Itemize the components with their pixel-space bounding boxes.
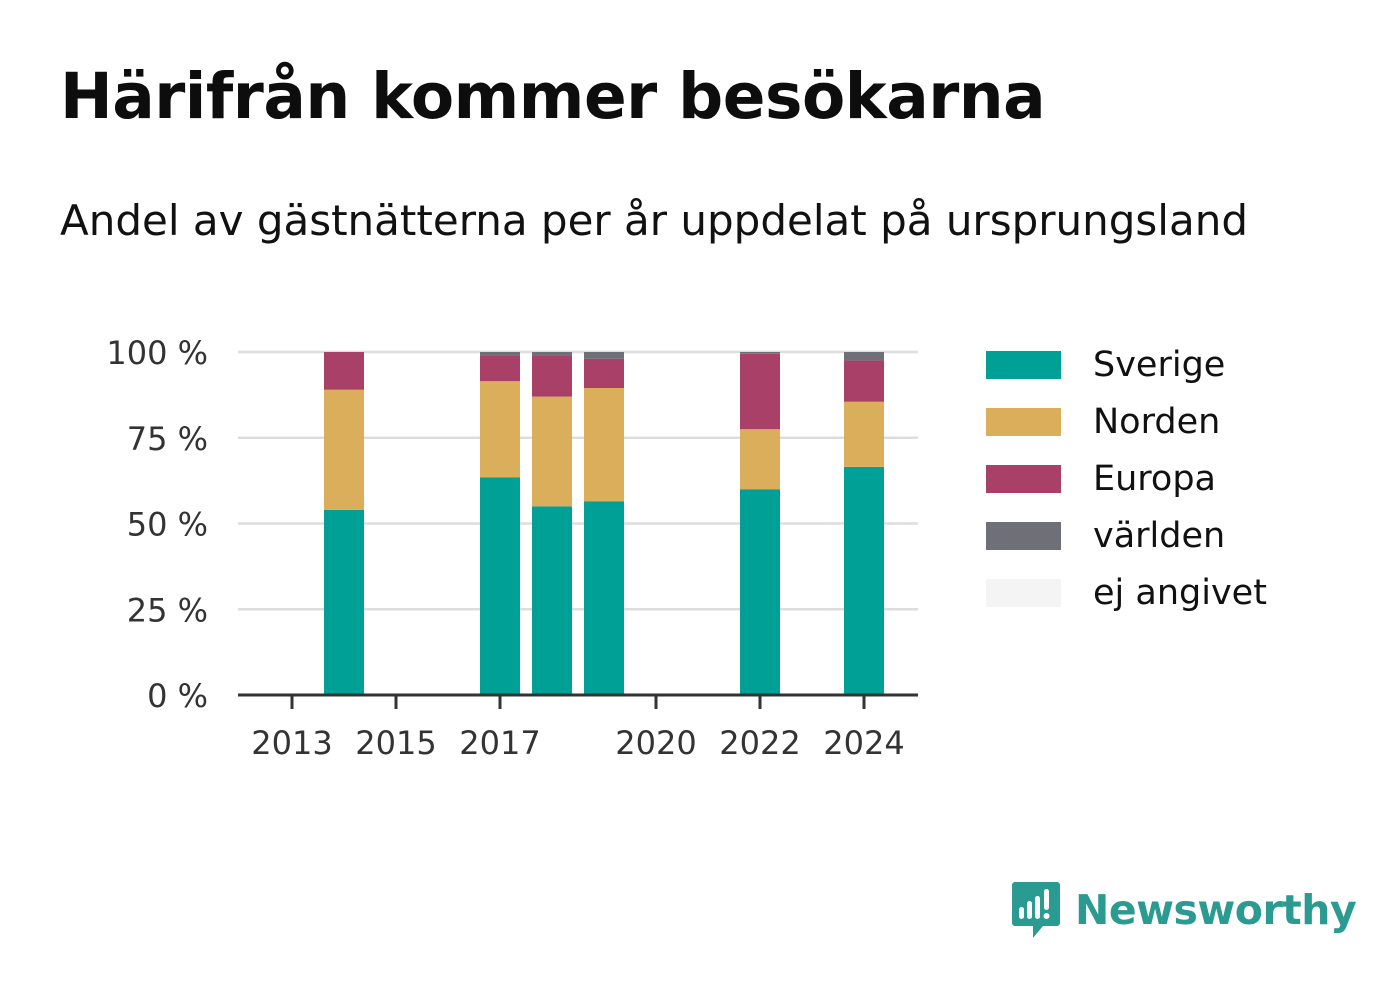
chart-title: Härifrån kommer besökarna xyxy=(60,60,1046,133)
bar-segment xyxy=(324,389,364,510)
x-tick-label: 2013 xyxy=(251,724,332,762)
newsworthy-logo-text: Newsworthy xyxy=(1075,886,1357,934)
legend-item: Sverige xyxy=(986,336,1267,393)
bar-segment xyxy=(584,358,624,389)
bar-segment xyxy=(844,466,884,695)
bar-segment xyxy=(740,429,780,490)
y-tick-label: 0 % xyxy=(147,677,208,715)
bar-segment xyxy=(532,506,572,695)
y-tick-label: 50 % xyxy=(127,506,208,544)
bar-segment xyxy=(740,353,780,430)
legend-label: Sverige xyxy=(1093,344,1226,385)
y-tick-label: 100 % xyxy=(106,334,208,372)
legend-swatch xyxy=(986,407,1061,436)
bar-segment xyxy=(480,352,520,356)
bar-segment xyxy=(324,509,364,695)
y-tick-label: 25 % xyxy=(127,591,208,629)
newsworthy-logo: Newsworthy xyxy=(1011,880,1357,940)
y-tick-label: 75 % xyxy=(127,420,208,458)
bar-segment xyxy=(480,355,520,382)
legend-swatch xyxy=(986,464,1061,493)
bar-segment xyxy=(740,352,780,354)
bar-segment xyxy=(532,355,572,397)
chart-legend: Sverige Norden Europa världen ej angivet xyxy=(986,336,1267,621)
x-tick-label: 2024 xyxy=(823,724,904,762)
bar-segment xyxy=(584,352,624,359)
legend-item: ej angivet xyxy=(986,564,1267,621)
bar-segment xyxy=(584,501,624,695)
bar-segment xyxy=(324,352,364,390)
x-tick-label: 2022 xyxy=(719,724,800,762)
bar-segment xyxy=(844,352,884,361)
bar-segment xyxy=(844,360,884,402)
x-tick-label: 2017 xyxy=(459,724,540,762)
bar-segment xyxy=(584,388,624,502)
x-tick-label: 2020 xyxy=(615,724,696,762)
bar-segment xyxy=(532,396,572,507)
x-tick-label: 2015 xyxy=(355,724,436,762)
legend-item: Europa xyxy=(986,450,1267,507)
legend-item: världen xyxy=(986,507,1267,564)
legend-label: Norden xyxy=(1093,401,1221,442)
legend-item: Norden xyxy=(986,393,1267,450)
legend-swatch xyxy=(986,578,1061,607)
chart-subtitle: Andel av gästnätterna per år uppdelat på… xyxy=(60,196,1248,245)
legend-swatch xyxy=(986,521,1061,550)
bar-segment xyxy=(480,381,520,478)
bar-segment xyxy=(740,489,780,695)
legend-label: ej angivet xyxy=(1093,572,1267,613)
legend-label: världen xyxy=(1093,515,1226,556)
stacked-bar-chart: 0 % 25 % 50 % 75 % 100 % 2013 2015 2017 2020 2022… xyxy=(106,334,918,762)
legend-swatch xyxy=(986,350,1061,379)
legend-label: Europa xyxy=(1093,458,1216,499)
bar-segment xyxy=(480,477,520,695)
bar-segment xyxy=(844,401,884,467)
newsworthy-logo-icon xyxy=(1012,882,1060,938)
bar-segment xyxy=(532,352,572,356)
